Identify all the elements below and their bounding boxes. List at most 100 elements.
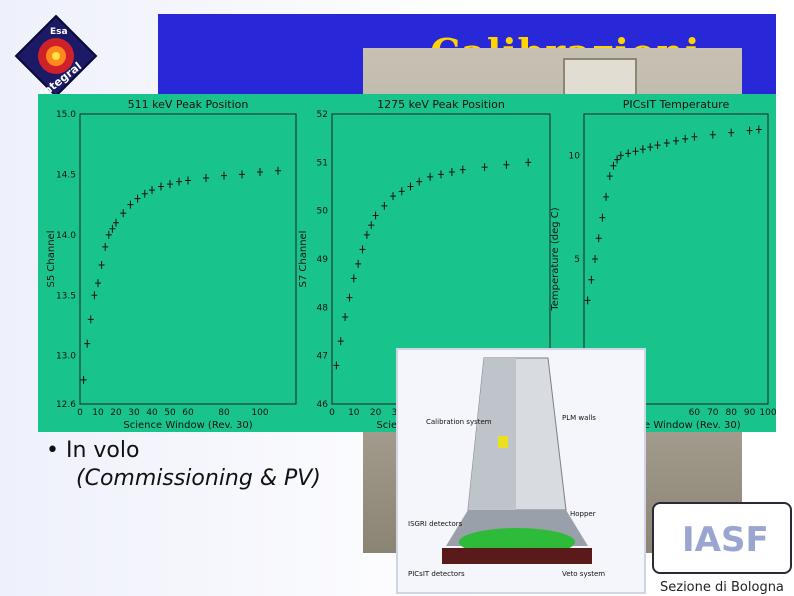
plot-1-ytick-0: 46 [317,400,329,410]
plot-2-point-0 [584,296,591,305]
plot-1-ytick-2: 48 [317,303,329,313]
plot-1-xtick-1: 10 [348,408,360,418]
bullet-main-text: In volo [65,438,140,463]
plot-1-point-10 [381,201,388,210]
plot-2-point-12 [639,145,646,154]
plot-1-ytick-3: 49 [317,255,329,265]
integral-logo-icon: Esa Integral [14,14,98,98]
plot-0-point-10 [120,209,127,218]
plot-frame-2 [583,113,769,405]
plot-1-point-15 [427,172,434,181]
iasf-logo: IASF [652,502,792,574]
plot-0-xtick-7: 80 [218,408,230,418]
plot-2-point-14 [654,141,661,150]
plot-2-point-18 [691,132,698,141]
plot-1-point-17 [448,168,455,176]
plot-0-point-12 [134,194,141,203]
plot-1-ytick-1: 47 [317,352,328,362]
plot-0-point-0 [80,375,87,384]
plot-1-point-7 [363,230,370,239]
plot-2-point-2 [592,255,599,263]
plot-0-point-23 [275,166,281,175]
plot-2-point-13 [647,143,654,152]
plot-2-xtick-4: 100 [759,408,776,418]
plot-title-2: PICsIT Temperature [623,98,730,111]
plot-0-point-19 [203,174,209,183]
plot-2-xtick-0: 60 [689,408,701,418]
plot-2-point-21 [746,126,753,135]
plot-2-xtick-2: 80 [725,408,737,418]
plot-1-point-5 [355,259,362,268]
plot-2-point-20 [728,128,735,137]
plot-0-xtick-8: 100 [251,408,268,418]
plot-xlabel-0: Science Window (Rev. 30) [123,420,252,431]
plot-2-point-22 [755,125,762,134]
plot-2-point-11 [632,147,639,156]
plot-0-xtick-2: 20 [110,408,122,418]
plot-1-ytick-4: 50 [317,207,329,217]
plot-ylabel-2: Temperature (deg C) [550,207,561,311]
plot-1-point-14 [416,177,423,186]
plot-0-ytick-2: 13.5 [56,291,76,301]
plot-0-point-14 [149,186,155,195]
plot-2-point-19 [709,130,716,139]
plot-0-xtick-3: 30 [128,408,140,418]
plot-1-point-19 [481,163,488,172]
plot-1-point-4 [350,274,357,283]
plot-2-point-16 [673,136,679,145]
diagram-label-3: PLM walls [562,414,596,422]
bullet-main: • In volo [46,438,140,463]
plot-1-point-11 [390,192,397,201]
plot-1-point-20 [503,160,510,169]
plot-0-point-9 [113,218,119,227]
plot-2-point-17 [682,134,689,143]
plot-title-1: 1275 keV Peak Position [377,98,505,111]
plot-1-ytick-5: 51 [317,158,328,168]
plot-2-point-1 [588,275,595,284]
plot-0-point-22 [257,168,263,176]
plot-0-point-15 [158,182,164,191]
plot-1-point-1 [337,337,344,346]
plot-0-point-1 [84,339,91,348]
plot-0-ytick-0: 12.6 [56,400,76,410]
diagram-label-0: Calibration system [426,418,492,426]
plot-0-point-11 [127,200,134,209]
plot-0-xtick-6: 60 [182,408,194,418]
plot-0-point-21 [239,170,245,179]
plot-1-ytick-6: 52 [317,110,328,120]
plot-1-point-9 [372,211,379,220]
plot-2-point-7 [610,161,617,170]
plot-2-point-4 [599,213,606,222]
plot-2-point-8 [614,155,621,164]
plot-0-xtick-5: 50 [164,408,176,418]
plot-2-point-15 [663,139,670,147]
plot-0-point-17 [176,177,182,186]
plot-1-xtick-0: 0 [329,408,335,418]
plot-1-point-8 [368,221,375,230]
plot-1-xtick-2: 20 [370,408,382,418]
plot-2-point-9 [617,151,624,160]
plot-0-point-3 [91,291,98,300]
plot-0-ytick-3: 14.0 [56,231,76,241]
plot-2-point-10 [625,149,632,158]
picsit-diagram: Calibration system PICsIT detectors ISGR… [396,348,646,594]
plot-0-ytick-1: 13.0 [56,352,76,362]
plot-2-point-3 [595,234,602,243]
iasf-logo-text: IASF [682,520,769,560]
plot-0-ytick-4: 14.5 [56,170,76,180]
plot-1-point-6 [359,245,366,254]
plot-0-point-7 [105,230,112,239]
plot-1-point-12 [398,187,405,196]
plot-0-ytick-5: 15.0 [56,110,76,120]
plots-svg: 511 keV Peak Position Science Window (Rev… [46,98,777,431]
plot-frame-0 [79,113,297,405]
plot-2-xtick-1: 70 [707,408,719,418]
plot-0-xtick-0: 0 [77,408,83,418]
bullet-sub-text: (Commissioning & PV) [76,466,321,491]
plot-1-point-0 [333,361,340,370]
plot-0-point-13 [141,189,148,198]
plot-0-point-18 [185,176,191,185]
plot-1-point-2 [342,313,349,321]
plot-1-point-16 [438,170,444,179]
diagram-label-2: ISGRI detectors [408,520,463,528]
